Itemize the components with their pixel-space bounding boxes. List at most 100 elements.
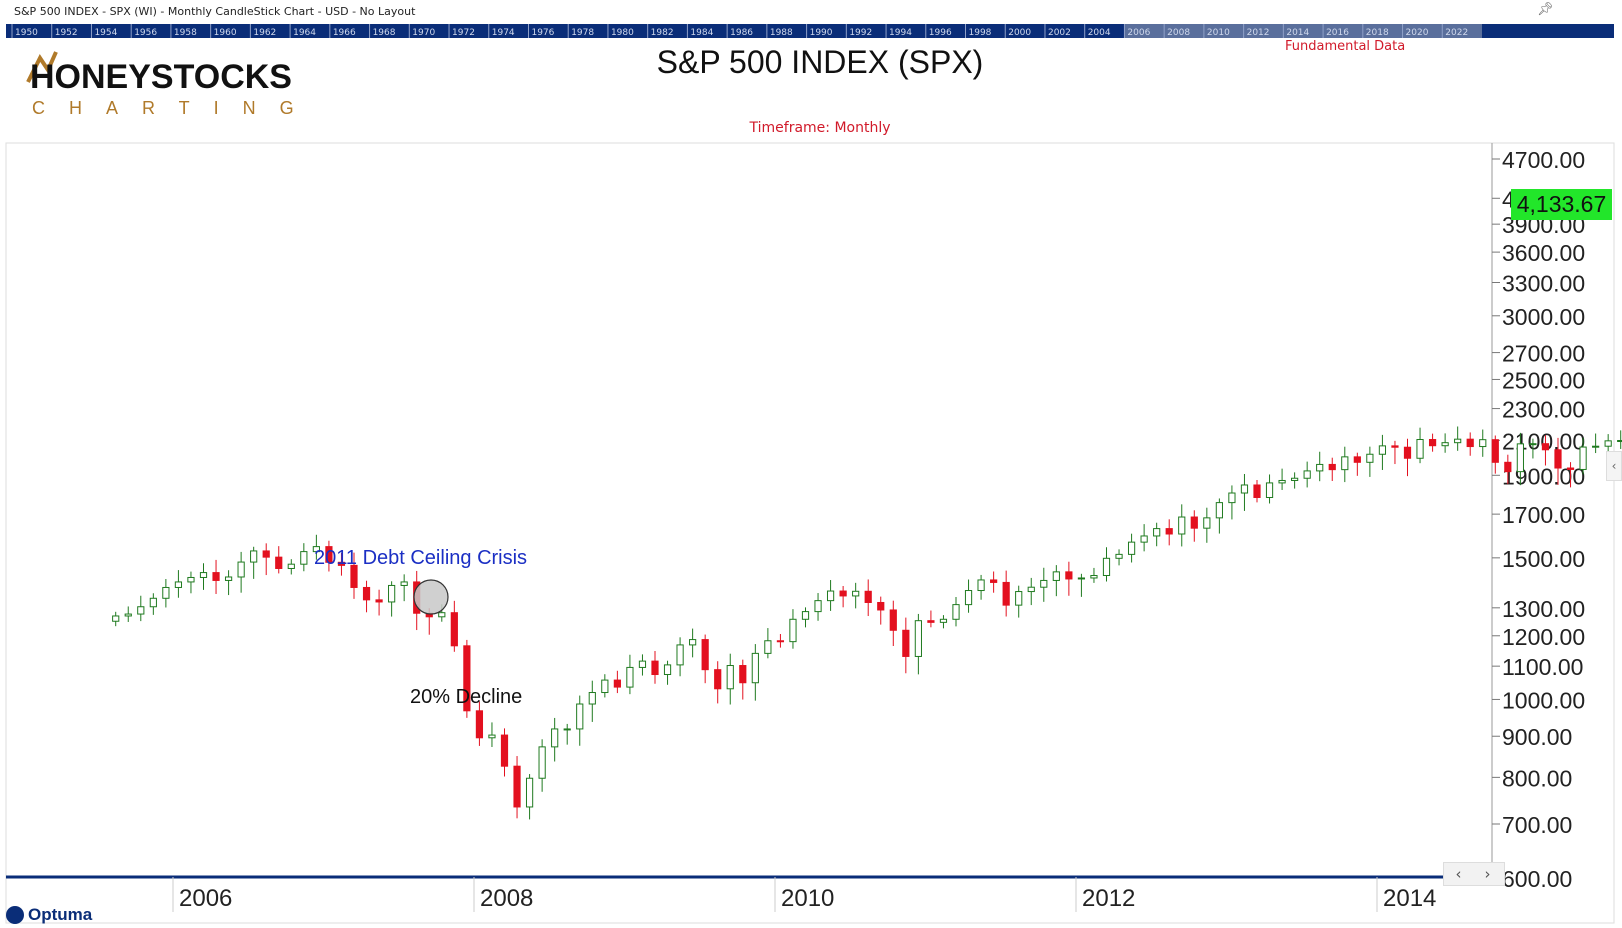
candle-body: [262, 550, 270, 558]
honeystocks-logo: HONEYSTOCKS CHARTING: [26, 48, 306, 122]
navigator-year-label: 1974: [492, 28, 515, 38]
candle-body: [325, 546, 333, 563]
candle-body: [1541, 443, 1550, 451]
y-tick-label: 1500.00: [1502, 546, 1585, 572]
x-tick-label: 2010: [781, 885, 834, 912]
candle-body: [1253, 484, 1261, 498]
navigator-year-label: 2020: [1406, 28, 1429, 38]
navigator-visible-range: [1283, 24, 1324, 38]
candle-body: [1391, 445, 1399, 448]
navigator-year-label: 2016: [1326, 28, 1349, 38]
fundamental-data-link[interactable]: Fundamental Data: [1285, 39, 1406, 54]
candle-body: [1579, 446, 1587, 470]
navigator-year-label: 1950: [15, 28, 38, 38]
chart-scroll-buttons: ‹ ›: [1443, 862, 1505, 886]
x-axis: 2006200820102012201420162018202020222024: [6, 875, 1449, 912]
candle-body: [1491, 439, 1499, 463]
candle-body: [1077, 577, 1086, 580]
x-tick-label: 2006: [179, 885, 232, 912]
candle-body: [1115, 553, 1123, 559]
candle-body: [1316, 463, 1324, 472]
candle-body: [613, 679, 621, 688]
x-tick-label: 2012: [1082, 885, 1135, 912]
candle-body: [952, 604, 960, 620]
candle-body: [174, 581, 183, 588]
candle-body: [1303, 470, 1311, 479]
candle-body: [839, 590, 847, 597]
candle-body: [776, 640, 785, 643]
candle-body: [1002, 581, 1010, 606]
candle-body: [1479, 439, 1487, 448]
candle-body: [1441, 442, 1449, 447]
candle-body: [1454, 438, 1462, 444]
navigator-visible-range: [1442, 24, 1482, 38]
navigator-year-label: 1970: [412, 28, 435, 38]
candle-body: [1127, 541, 1136, 555]
y-tick-label: 900.00: [1502, 724, 1572, 750]
candle-body: [714, 669, 722, 690]
side-panel-toggle[interactable]: ‹: [1606, 451, 1622, 481]
candle-body: [250, 550, 258, 563]
y-tick-label: 3000.00: [1502, 304, 1585, 330]
candle-body: [1516, 443, 1524, 473]
candle-body: [475, 710, 484, 739]
navigator-year-label: 1996: [929, 28, 952, 38]
candle-body: [1052, 571, 1060, 581]
plot-frame: [5, 142, 1615, 924]
candle-body: [1090, 575, 1098, 579]
candle-body: [1554, 449, 1562, 469]
window-titlebar: S&P 500 INDEX - SPX (WI) - Monthly Candl…: [0, 0, 1622, 22]
navigator-year-label: 1960: [214, 28, 237, 38]
navigator-year-label: 1976: [531, 28, 554, 38]
scroll-right-button[interactable]: ›: [1484, 865, 1491, 883]
navigator-year-label: 1992: [849, 28, 872, 38]
candle-body: [1102, 557, 1111, 577]
candle-body: [237, 561, 245, 578]
candle-body: [137, 606, 145, 615]
candle-body: [1617, 440, 1622, 443]
navigator-year-label: 2018: [1366, 28, 1389, 38]
y-tick-label: 1100.00: [1502, 654, 1583, 680]
candle-body: [563, 728, 571, 731]
candle-body: [500, 734, 509, 767]
candle-body: [1040, 579, 1048, 588]
candle-body: [789, 618, 797, 643]
candle-body: [1328, 463, 1336, 471]
navigator-year-label: 2006: [1127, 28, 1150, 38]
y-tick-label: 1900.00: [1502, 463, 1585, 489]
candle-body: [287, 563, 295, 569]
timeframe-label: Timeframe: Monthly: [749, 120, 891, 136]
logo-sub-text: CHARTING: [32, 98, 306, 118]
candle-body: [375, 599, 383, 603]
candle-body: [751, 652, 759, 684]
candle-body: [513, 765, 521, 808]
candle-body: [726, 665, 734, 690]
y-tick-label: 800.00: [1502, 765, 1572, 791]
candle-body: [1265, 482, 1274, 498]
navigator-year-label: 1964: [293, 28, 316, 38]
candle-body: [801, 611, 810, 620]
candle-body: [902, 629, 910, 657]
scroll-left-button[interactable]: ‹: [1455, 865, 1462, 883]
optuma-brand-text: Optuma: [28, 905, 93, 924]
y-tick-label: 2700.00: [1502, 341, 1585, 367]
candle-body: [638, 660, 647, 668]
candle-body: [337, 561, 346, 566]
candle-body: [124, 613, 132, 617]
navigator-year-label: 1968: [373, 28, 396, 38]
pin-icon[interactable]: 📌︎: [1537, 2, 1554, 17]
navigator-year-label: 1988: [770, 28, 793, 38]
y-tick-label: 1300.00: [1502, 596, 1585, 622]
date-navigator[interactable]: 1950 1952 1954 1956 1958 1960 1962 1964 1966 1968…: [6, 24, 1614, 38]
candle-body: [877, 601, 885, 611]
navigator-year-label: 1966: [333, 28, 356, 38]
candle-body: [1165, 528, 1173, 535]
candle-body: [814, 600, 822, 613]
y-tick-label: 2300.00: [1502, 397, 1585, 423]
x-tick-label: 2008: [480, 885, 533, 912]
navigator-year-label: 2004: [1088, 28, 1111, 38]
candle-body: [1403, 446, 1412, 459]
candle-body: [977, 579, 985, 592]
candle-body: [1341, 456, 1349, 471]
